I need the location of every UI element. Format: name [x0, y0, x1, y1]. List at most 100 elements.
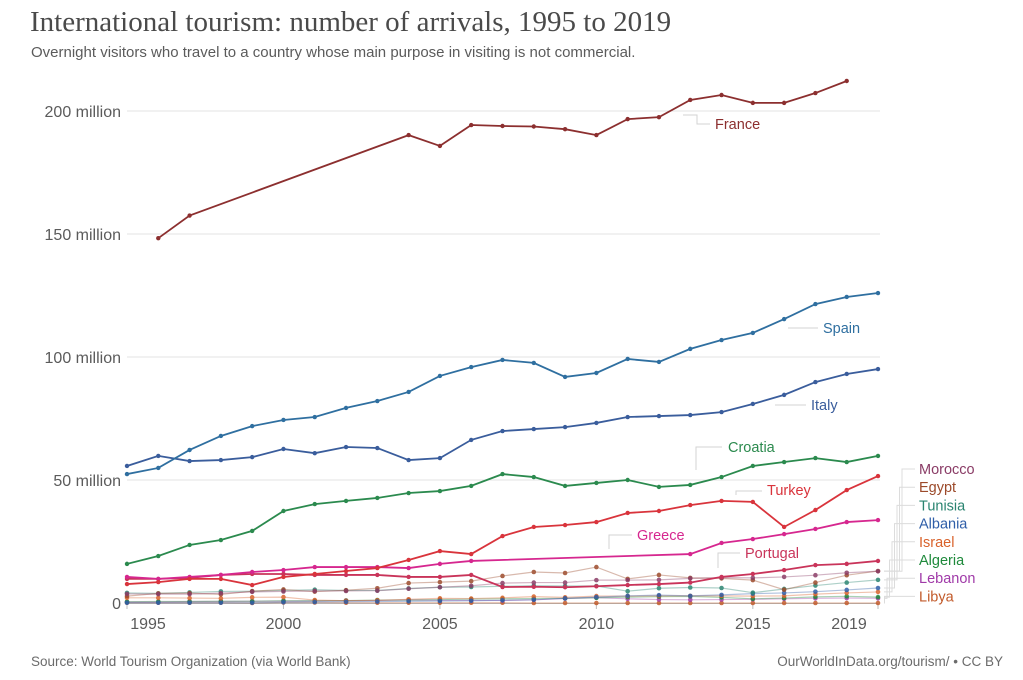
point-portugal-2008[interactable]	[531, 584, 536, 589]
point-morocco-2016[interactable]	[781, 574, 787, 580]
point-algeria-2019[interactable]	[875, 594, 881, 600]
point-greece-2016[interactable]	[781, 531, 787, 537]
point-morocco-2017[interactable]	[813, 572, 818, 578]
point-israel-1996[interactable]	[155, 595, 161, 601]
point-france-2010[interactable]	[594, 132, 599, 138]
point-italy-2018[interactable]	[844, 371, 849, 377]
point-israel-1998[interactable]	[218, 596, 224, 601]
point-france-2007[interactable]	[500, 123, 505, 129]
point-tunisia-2013[interactable]	[687, 585, 693, 590]
point-portugal-2013[interactable]	[688, 580, 693, 585]
series-spain[interactable]	[124, 290, 881, 477]
point-libya-2008[interactable]	[531, 600, 537, 606]
point-albania-2016[interactable]	[781, 590, 787, 596]
point-italy-2015[interactable]	[750, 401, 756, 407]
series-turkey[interactable]	[124, 473, 881, 588]
point-portugal-2005[interactable]	[437, 574, 443, 580]
point-albania-2003[interactable]	[375, 599, 380, 604]
point-portugal-2010[interactable]	[594, 584, 599, 589]
legend-label-morocco[interactable]: Morocco	[919, 462, 975, 478]
point-spain-2006[interactable]	[469, 364, 474, 370]
point-italy-2012[interactable]	[656, 413, 662, 419]
point-libya-2010[interactable]	[594, 600, 599, 606]
point-italy-1998[interactable]	[218, 457, 224, 463]
point-italy-2000[interactable]	[281, 446, 286, 452]
point-croatia-2008[interactable]	[531, 474, 536, 480]
point-portugal-2019[interactable]	[875, 558, 881, 564]
point-italy-2006[interactable]	[469, 437, 474, 443]
point-portugal-2012[interactable]	[656, 581, 662, 587]
point-morocco-2015[interactable]	[750, 575, 756, 581]
point-tunisia-2011[interactable]	[625, 588, 630, 594]
point-egypt-2006[interactable]	[468, 578, 474, 584]
point-albania-2005[interactable]	[437, 598, 443, 604]
point-spain-2001[interactable]	[312, 414, 317, 420]
point-italy-2010[interactable]	[594, 420, 599, 426]
point-egypt-2008[interactable]	[531, 569, 537, 575]
point-turkey-2000[interactable]	[281, 574, 286, 580]
point-israel-2000[interactable]	[281, 594, 286, 600]
point-croatia-2013[interactable]	[688, 482, 693, 488]
point-spain-2004[interactable]	[406, 389, 411, 395]
point-turkey-2004[interactable]	[406, 557, 411, 563]
point-italy-2003[interactable]	[375, 445, 380, 451]
point-spain-2005[interactable]	[437, 373, 443, 379]
point-croatia-1997[interactable]	[187, 542, 192, 548]
point-spain-2015[interactable]	[750, 330, 756, 336]
point-albania-1998[interactable]	[218, 600, 224, 606]
point-croatia-2017[interactable]	[813, 455, 818, 461]
point-italy-1995[interactable]	[124, 463, 130, 469]
point-tunisia-2018[interactable]	[844, 580, 850, 585]
point-greece-1999[interactable]	[249, 569, 255, 575]
point-greece-2015[interactable]	[750, 536, 756, 542]
point-libya-2015[interactable]	[750, 600, 756, 606]
point-croatia-2011[interactable]	[625, 477, 630, 483]
point-morocco-2006[interactable]	[468, 583, 474, 589]
point-albania-2012[interactable]	[656, 592, 662, 598]
series-morocco[interactable]	[124, 568, 881, 597]
series-france[interactable]	[156, 78, 849, 241]
point-morocco-2000[interactable]	[281, 589, 286, 594]
point-spain-2017[interactable]	[813, 301, 818, 307]
point-albania-2014[interactable]	[719, 592, 724, 598]
series-label-france[interactable]: France	[715, 117, 760, 133]
point-italy-2002[interactable]	[343, 444, 349, 450]
point-albania-1995[interactable]	[124, 600, 130, 606]
point-france-2006[interactable]	[469, 122, 474, 128]
point-turkey-2006[interactable]	[469, 551, 474, 557]
point-turkey-2001[interactable]	[312, 571, 317, 577]
point-greece-2014[interactable]	[719, 540, 724, 546]
point-turkey-2008[interactable]	[531, 524, 536, 530]
point-spain-2012[interactable]	[656, 359, 662, 365]
series-croatia[interactable]	[124, 453, 881, 567]
point-morocco-2019[interactable]	[875, 568, 881, 574]
point-greece-2001[interactable]	[312, 564, 317, 570]
point-croatia-2016[interactable]	[781, 459, 787, 465]
point-morocco-2001[interactable]	[312, 588, 318, 594]
point-morocco-2003[interactable]	[375, 588, 380, 593]
point-morocco-1995[interactable]	[124, 591, 130, 597]
point-portugal-2004[interactable]	[406, 574, 411, 580]
point-greece-1998[interactable]	[218, 572, 224, 578]
point-croatia-2010[interactable]	[594, 480, 599, 486]
point-croatia-2000[interactable]	[281, 508, 286, 514]
point-egypt-2007[interactable]	[500, 573, 505, 579]
point-turkey-2015[interactable]	[750, 499, 756, 505]
point-turkey-1995[interactable]	[124, 581, 130, 587]
point-turkey-2009[interactable]	[562, 522, 568, 528]
point-albania-2018[interactable]	[844, 587, 850, 593]
point-spain-2010[interactable]	[594, 370, 599, 376]
point-spain-2000[interactable]	[281, 417, 286, 423]
point-albania-2000[interactable]	[281, 599, 286, 605]
point-croatia-1999[interactable]	[249, 528, 255, 534]
series-label-spain[interactable]: Spain	[823, 321, 860, 337]
point-albania-2013[interactable]	[687, 593, 693, 599]
point-portugal-2007[interactable]	[500, 584, 505, 590]
point-egypt-2016[interactable]	[781, 587, 787, 593]
point-croatia-2012[interactable]	[656, 484, 662, 490]
point-croatia-2019[interactable]	[875, 453, 881, 459]
point-libya-2009[interactable]	[562, 600, 568, 606]
point-turkey-1998[interactable]	[218, 576, 224, 582]
point-portugal-2014[interactable]	[719, 574, 724, 580]
point-france-1996[interactable]	[156, 235, 161, 241]
